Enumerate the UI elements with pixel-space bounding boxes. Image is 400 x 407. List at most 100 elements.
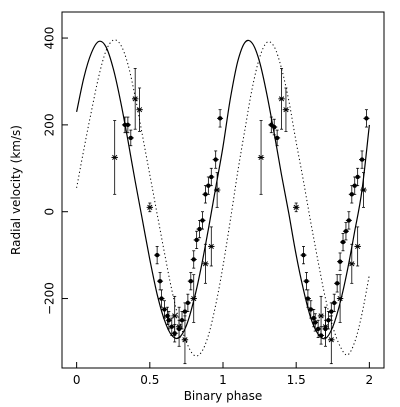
asterisk-stroke [214, 187, 220, 193]
data-point [194, 237, 199, 243]
asterisk-stroke [112, 154, 118, 161]
asterisk-point [171, 313, 178, 319]
data-point [213, 157, 218, 162]
asterisk-point [360, 187, 367, 193]
asterisk-point [282, 107, 290, 113]
asterisk-stroke [176, 324, 182, 330]
asterisk-point [317, 313, 325, 319]
y-axis-label: Radial velocity (km/s) [9, 125, 23, 255]
asterisk-point [213, 187, 221, 193]
asterisk-point [208, 243, 215, 250]
asterisk-point [354, 243, 361, 250]
asterisk-stroke [182, 337, 188, 343]
asterisk-point [292, 204, 300, 210]
asterisk-point [190, 295, 197, 302]
data-point [334, 281, 340, 286]
data-point [313, 320, 318, 325]
asterisk-point [136, 107, 143, 113]
data-point [162, 307, 167, 312]
asterisk-stroke [132, 96, 138, 102]
asterisk-point [181, 337, 189, 343]
asterisk-stroke [349, 261, 355, 267]
data-point [159, 296, 164, 301]
data-point [169, 324, 174, 329]
data-point [217, 116, 223, 121]
asterisk-stroke [136, 107, 143, 113]
data-point [305, 296, 311, 301]
x-axis-label: Binary phase [184, 389, 263, 403]
data-point [125, 122, 131, 128]
data-point [349, 192, 354, 197]
asterisk-stroke [278, 96, 285, 102]
asterisk-stroke [337, 295, 343, 302]
x-tick-label: 0 [73, 373, 81, 387]
data-point [355, 174, 360, 180]
x-axis: 0 0.5 1 1.5 2 [73, 362, 373, 387]
asterisk-point [348, 261, 355, 267]
asterisk-stroke [322, 324, 329, 330]
y-tick-label: 0 [43, 208, 57, 216]
data-point [352, 183, 357, 188]
asterisk-stroke [202, 261, 209, 267]
data-point [308, 307, 314, 312]
data-point [315, 326, 321, 332]
x-tick-label: 1.5 [287, 373, 306, 387]
asterisk-point [257, 154, 265, 161]
data-point [179, 318, 185, 323]
asterisk-stroke [360, 187, 367, 193]
data-point [364, 116, 369, 121]
data-point [329, 309, 334, 314]
asterisk-point [322, 324, 329, 330]
y-tick-label: 400 [42, 27, 56, 50]
asterisk-point [131, 96, 139, 102]
data-point [197, 226, 202, 232]
series-2 [121, 109, 370, 345]
asterisk-point [278, 96, 285, 102]
asterisk-point [336, 295, 344, 302]
data-point [206, 183, 211, 188]
asterisk-stroke [293, 204, 299, 210]
series-3 [111, 68, 367, 365]
data-point [191, 257, 196, 262]
data-point [200, 218, 205, 223]
data-point [209, 174, 214, 180]
data-point [332, 300, 337, 306]
data-point [154, 252, 160, 258]
data-point [157, 278, 163, 284]
data-point [326, 318, 331, 323]
asterisk-stroke [208, 243, 214, 250]
y-tick-label: 200 [43, 113, 57, 136]
data-point [301, 252, 306, 258]
data-point [340, 239, 346, 245]
data-point [128, 135, 133, 141]
y-tick-label: −200 [43, 282, 57, 315]
asterisk-point [111, 154, 118, 161]
asterisk-point [328, 337, 335, 343]
asterisk-stroke [283, 107, 289, 113]
y-axis: −200 0 200 400 [42, 27, 68, 315]
asterisk-stroke [328, 337, 334, 343]
data-point [272, 124, 277, 130]
asterisk-point [175, 324, 183, 330]
data-point [346, 218, 352, 223]
data-point [203, 192, 208, 197]
plot-area [76, 39, 370, 365]
asterisk-stroke [147, 204, 153, 210]
asterisk-point [146, 204, 154, 210]
data-point [166, 318, 172, 323]
asterisk-stroke [191, 295, 197, 302]
data-point [274, 135, 280, 141]
asterisk-point [202, 261, 209, 267]
asterisk-stroke [258, 154, 264, 161]
data-point [185, 300, 191, 306]
data-point [188, 278, 193, 284]
data-point [304, 278, 309, 284]
asterisk-stroke [318, 313, 324, 319]
x-tick-label: 1 [219, 373, 227, 387]
data-point [343, 229, 349, 234]
data-point [182, 309, 188, 314]
asterisk-stroke [355, 243, 361, 250]
data-point [337, 259, 343, 264]
